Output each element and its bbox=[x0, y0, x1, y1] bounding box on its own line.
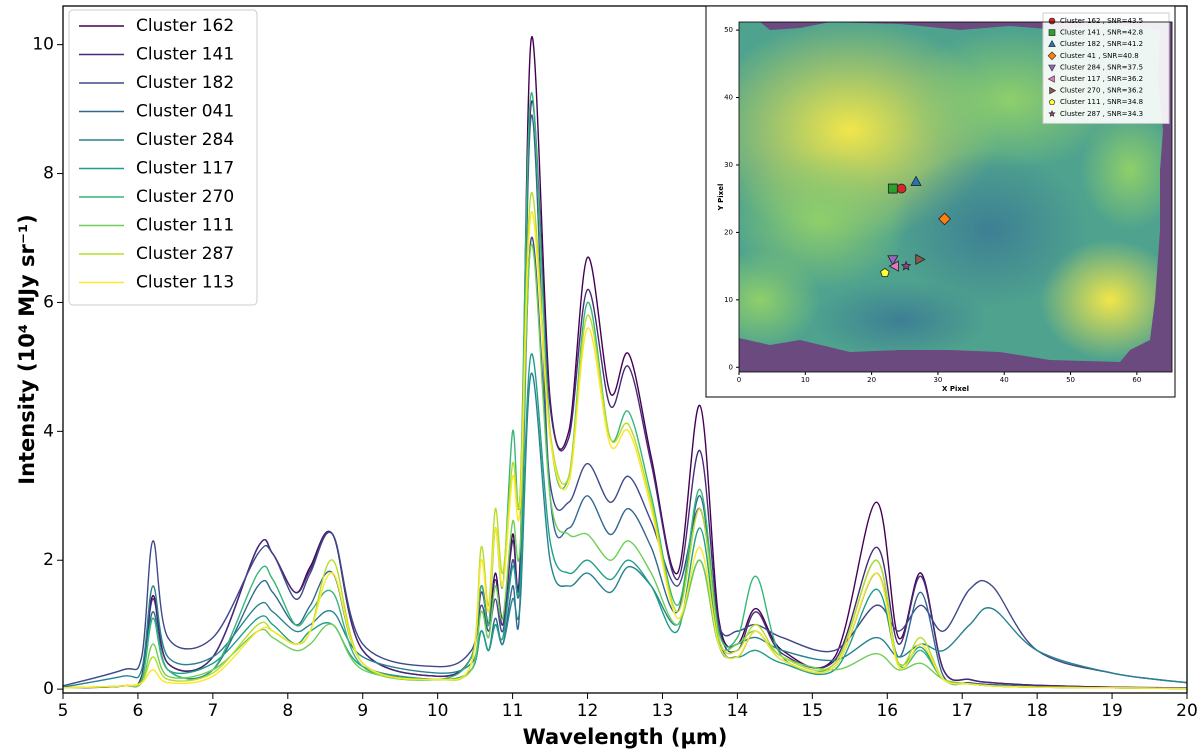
x-tick-label: 7 bbox=[207, 701, 218, 721]
legend-marker bbox=[1049, 86, 1057, 95]
legend-label: Cluster 270 , SNR=36.2 bbox=[1060, 87, 1143, 95]
legend-label: Cluster 270 bbox=[136, 187, 234, 207]
cluster-marker bbox=[887, 255, 899, 266]
cluster-marker bbox=[915, 253, 926, 266]
legend-marker bbox=[1047, 75, 1055, 83]
x-tick-label: 13 bbox=[652, 701, 674, 721]
x-tick-label: 20 bbox=[867, 376, 876, 384]
legend: Cluster 162 , SNR=43.5 Cluster 141 , SNR=… bbox=[1042, 12, 1170, 124]
x-tick-label: 10 bbox=[801, 376, 810, 384]
lines bbox=[63, 35, 1187, 690]
legend-marker bbox=[1048, 17, 1056, 25]
legend-label: Cluster 182 bbox=[136, 73, 234, 93]
y-tick-label: 40 bbox=[724, 94, 733, 102]
plot-frame bbox=[738, 21, 1173, 373]
legend-label: Cluster 111 bbox=[136, 216, 234, 236]
y-tick-label: 10 bbox=[32, 35, 54, 55]
spectrum-line bbox=[63, 100, 1187, 689]
legend-label: Cluster 287 bbox=[136, 244, 234, 264]
x-tick-label: 11 bbox=[502, 701, 524, 721]
x-tick-label: 18 bbox=[1026, 701, 1048, 721]
inset-plot: Cluster 162 , SNR=43.5 Cluster 141 , SNR=… bbox=[717, 12, 1173, 393]
x-tick-label: 40 bbox=[1000, 376, 1009, 384]
cluster-marker bbox=[880, 267, 890, 277]
x-tick-label: 14 bbox=[727, 701, 749, 721]
x-tick-label: 30 bbox=[933, 376, 942, 384]
main-plot: Cluster 162 Cluster 141 Cluster 182 Cluster… bbox=[15, 5, 1198, 749]
legend-marker bbox=[1047, 51, 1057, 61]
legend-label: Cluster 284 bbox=[136, 130, 234, 150]
legend-label: Cluster 284 , SNR=37.5 bbox=[1060, 63, 1143, 71]
cluster-marker bbox=[910, 175, 922, 186]
x-tick-label: 60 bbox=[1132, 376, 1141, 384]
y-axis-label: Y Pixel bbox=[717, 184, 725, 212]
cluster-marker bbox=[887, 183, 898, 194]
y-tick-label: 0 bbox=[43, 679, 54, 699]
cluster-marker bbox=[900, 260, 912, 271]
x-tick-label: 19 bbox=[1101, 701, 1123, 721]
legend-marker bbox=[1048, 64, 1056, 72]
cluster-marker bbox=[896, 183, 907, 194]
legend-label: Cluster 041 bbox=[136, 102, 234, 122]
legend-label: Cluster 162 , SNR=43.5 bbox=[1060, 17, 1143, 25]
y-axis-label: Intensity (10⁴ MJy sr⁻¹) bbox=[15, 214, 39, 485]
markers bbox=[880, 175, 951, 277]
plot-frame bbox=[62, 5, 1188, 694]
x-tick-label: 10 bbox=[427, 701, 449, 721]
legend-label: Cluster 117 bbox=[136, 159, 234, 179]
legend-marker bbox=[1048, 110, 1056, 117]
x-axis-label: Wavelength (µm) bbox=[523, 725, 728, 749]
legend-marker bbox=[1048, 29, 1056, 36]
legend-marker bbox=[1048, 39, 1056, 47]
x-tick-label: 9 bbox=[357, 701, 368, 721]
x-tick-label: 12 bbox=[577, 701, 599, 721]
heatmap bbox=[739, 22, 1172, 372]
legend-marker bbox=[1048, 98, 1056, 105]
x-tick-label: 17 bbox=[951, 701, 973, 721]
x-tick-label: 5 bbox=[58, 701, 69, 721]
x-tick-label: 16 bbox=[876, 701, 898, 721]
legend-label: Cluster 141 , SNR=42.8 bbox=[1060, 29, 1143, 37]
cluster-marker bbox=[888, 260, 899, 272]
x-tick-label: 0 bbox=[737, 376, 741, 384]
x-tick-label: 6 bbox=[133, 701, 144, 721]
y-tick-label: 30 bbox=[724, 161, 733, 169]
y-tick-label: 20 bbox=[724, 228, 733, 236]
spectrum-line bbox=[63, 211, 1187, 690]
x-tick-label: 20 bbox=[1176, 701, 1198, 721]
legend-label: Cluster 162 bbox=[136, 16, 234, 36]
x-tick-label: 8 bbox=[282, 701, 293, 721]
y-tick-label: 4 bbox=[43, 421, 54, 441]
spectrum-line bbox=[63, 243, 1187, 690]
y-tick-label: 10 bbox=[724, 296, 733, 304]
legend-label: Cluster 287 , SNR=34.3 bbox=[1060, 110, 1143, 118]
legend: Cluster 162 Cluster 141 Cluster 182 Cluster… bbox=[68, 9, 258, 306]
legend-label: Cluster 113 bbox=[136, 273, 234, 293]
legend-label: Cluster 41 , SNR=40.8 bbox=[1060, 52, 1139, 60]
legend-label: Cluster 111 , SNR=34.8 bbox=[1060, 98, 1143, 106]
legend-label: Cluster 141 bbox=[136, 45, 234, 65]
cluster-marker bbox=[938, 212, 951, 226]
y-tick-label: 50 bbox=[724, 26, 733, 34]
y-tick-label: 8 bbox=[43, 164, 54, 184]
y-tick-label: 0 bbox=[729, 363, 733, 371]
y-tick-label: 6 bbox=[43, 292, 54, 312]
y-tick-label: 2 bbox=[43, 550, 54, 570]
x-tick-label: 50 bbox=[1066, 376, 1075, 384]
x-axis-label: X Pixel bbox=[942, 385, 969, 393]
x-tick-label: 15 bbox=[802, 701, 824, 721]
legend-label: Cluster 117 , SNR=36.2 bbox=[1060, 75, 1143, 83]
legend-label: Cluster 182 , SNR=41.2 bbox=[1060, 40, 1143, 48]
legend-box bbox=[1042, 12, 1170, 124]
